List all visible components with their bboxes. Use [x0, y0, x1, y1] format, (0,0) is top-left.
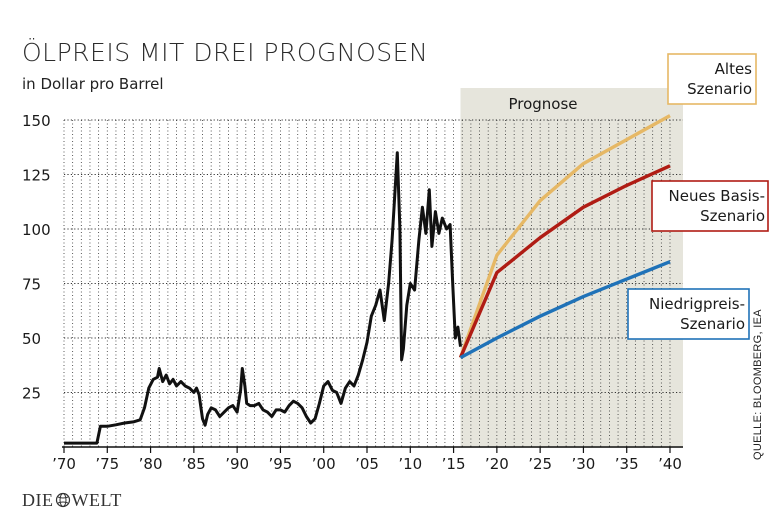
logo-text-right: WELT — [71, 490, 122, 510]
label-box-altes — [667, 53, 757, 105]
series-labels: Prognose Altes Szenario Neues Basis- Szenari… — [508, 53, 769, 340]
y-tick-label: 25 — [22, 385, 41, 403]
label-text-niedrig: Szenario — [680, 315, 745, 333]
forecast-label: Prognose — [508, 95, 577, 113]
y-tick-label: 150 — [22, 112, 51, 130]
forecast-region — [460, 88, 683, 448]
series-lines — [64, 114, 671, 445]
x-tick-label: ’95 — [268, 455, 292, 473]
x-tick-label: ’75 — [95, 455, 119, 473]
series-line-niedrig — [459, 260, 671, 360]
x-tick-label: ’40 — [658, 455, 682, 473]
label-text-neues: Szenario — [700, 207, 765, 225]
label-box-niedrig — [627, 288, 750, 340]
x-tick-label: ’30 — [571, 455, 595, 473]
label-text-neues: Neues Basis- — [669, 187, 765, 205]
label-text-niedrig: Niedrigpreis- — [649, 295, 745, 313]
x-tick-label: ’90 — [225, 455, 249, 473]
x-tick-label: ’05 — [355, 455, 379, 473]
source-note: QUELLE: BLOOMBERG, IEA — [752, 309, 764, 460]
x-tick-label: ’80 — [139, 455, 163, 473]
x-tick-label: ’20 — [485, 455, 509, 473]
series-line-neues — [458, 164, 671, 359]
label-text-altes: Szenario — [687, 80, 752, 98]
axes: 25 50 75 100 125 150 ’70 ’75 ’80 ’85 ’90 ’95 ’00 ’05 ’… — [22, 112, 683, 473]
label-text-altes: Altes — [715, 60, 753, 78]
logo: DIE WELT — [22, 490, 122, 511]
logo-text-left: DIE — [22, 490, 54, 510]
series-line-altes — [458, 114, 671, 359]
chart-subtitle: in Dollar pro Barrel — [22, 75, 164, 93]
label-box-neues — [651, 180, 769, 232]
x-tick-label: ’25 — [528, 455, 552, 473]
chart-title: ÖLPREIS MIT DREI PROGNOSEN — [22, 38, 429, 67]
x-tick-label: ’15 — [442, 455, 466, 473]
globe-icon — [55, 492, 70, 508]
y-tick-label: 50 — [22, 330, 41, 348]
series-line-history — [64, 151, 462, 445]
y-tick-label: 100 — [22, 221, 51, 239]
x-tick-label: ’10 — [398, 455, 422, 473]
x-tick-label: ’85 — [182, 455, 206, 473]
x-tick-label: ’70 — [52, 455, 76, 473]
y-tick-label: 75 — [22, 276, 41, 294]
grid-lines — [63, 119, 683, 447]
y-tick-label: 125 — [22, 167, 51, 185]
x-tick-label: ’00 — [312, 455, 336, 473]
x-tick-label: ’35 — [615, 455, 639, 473]
